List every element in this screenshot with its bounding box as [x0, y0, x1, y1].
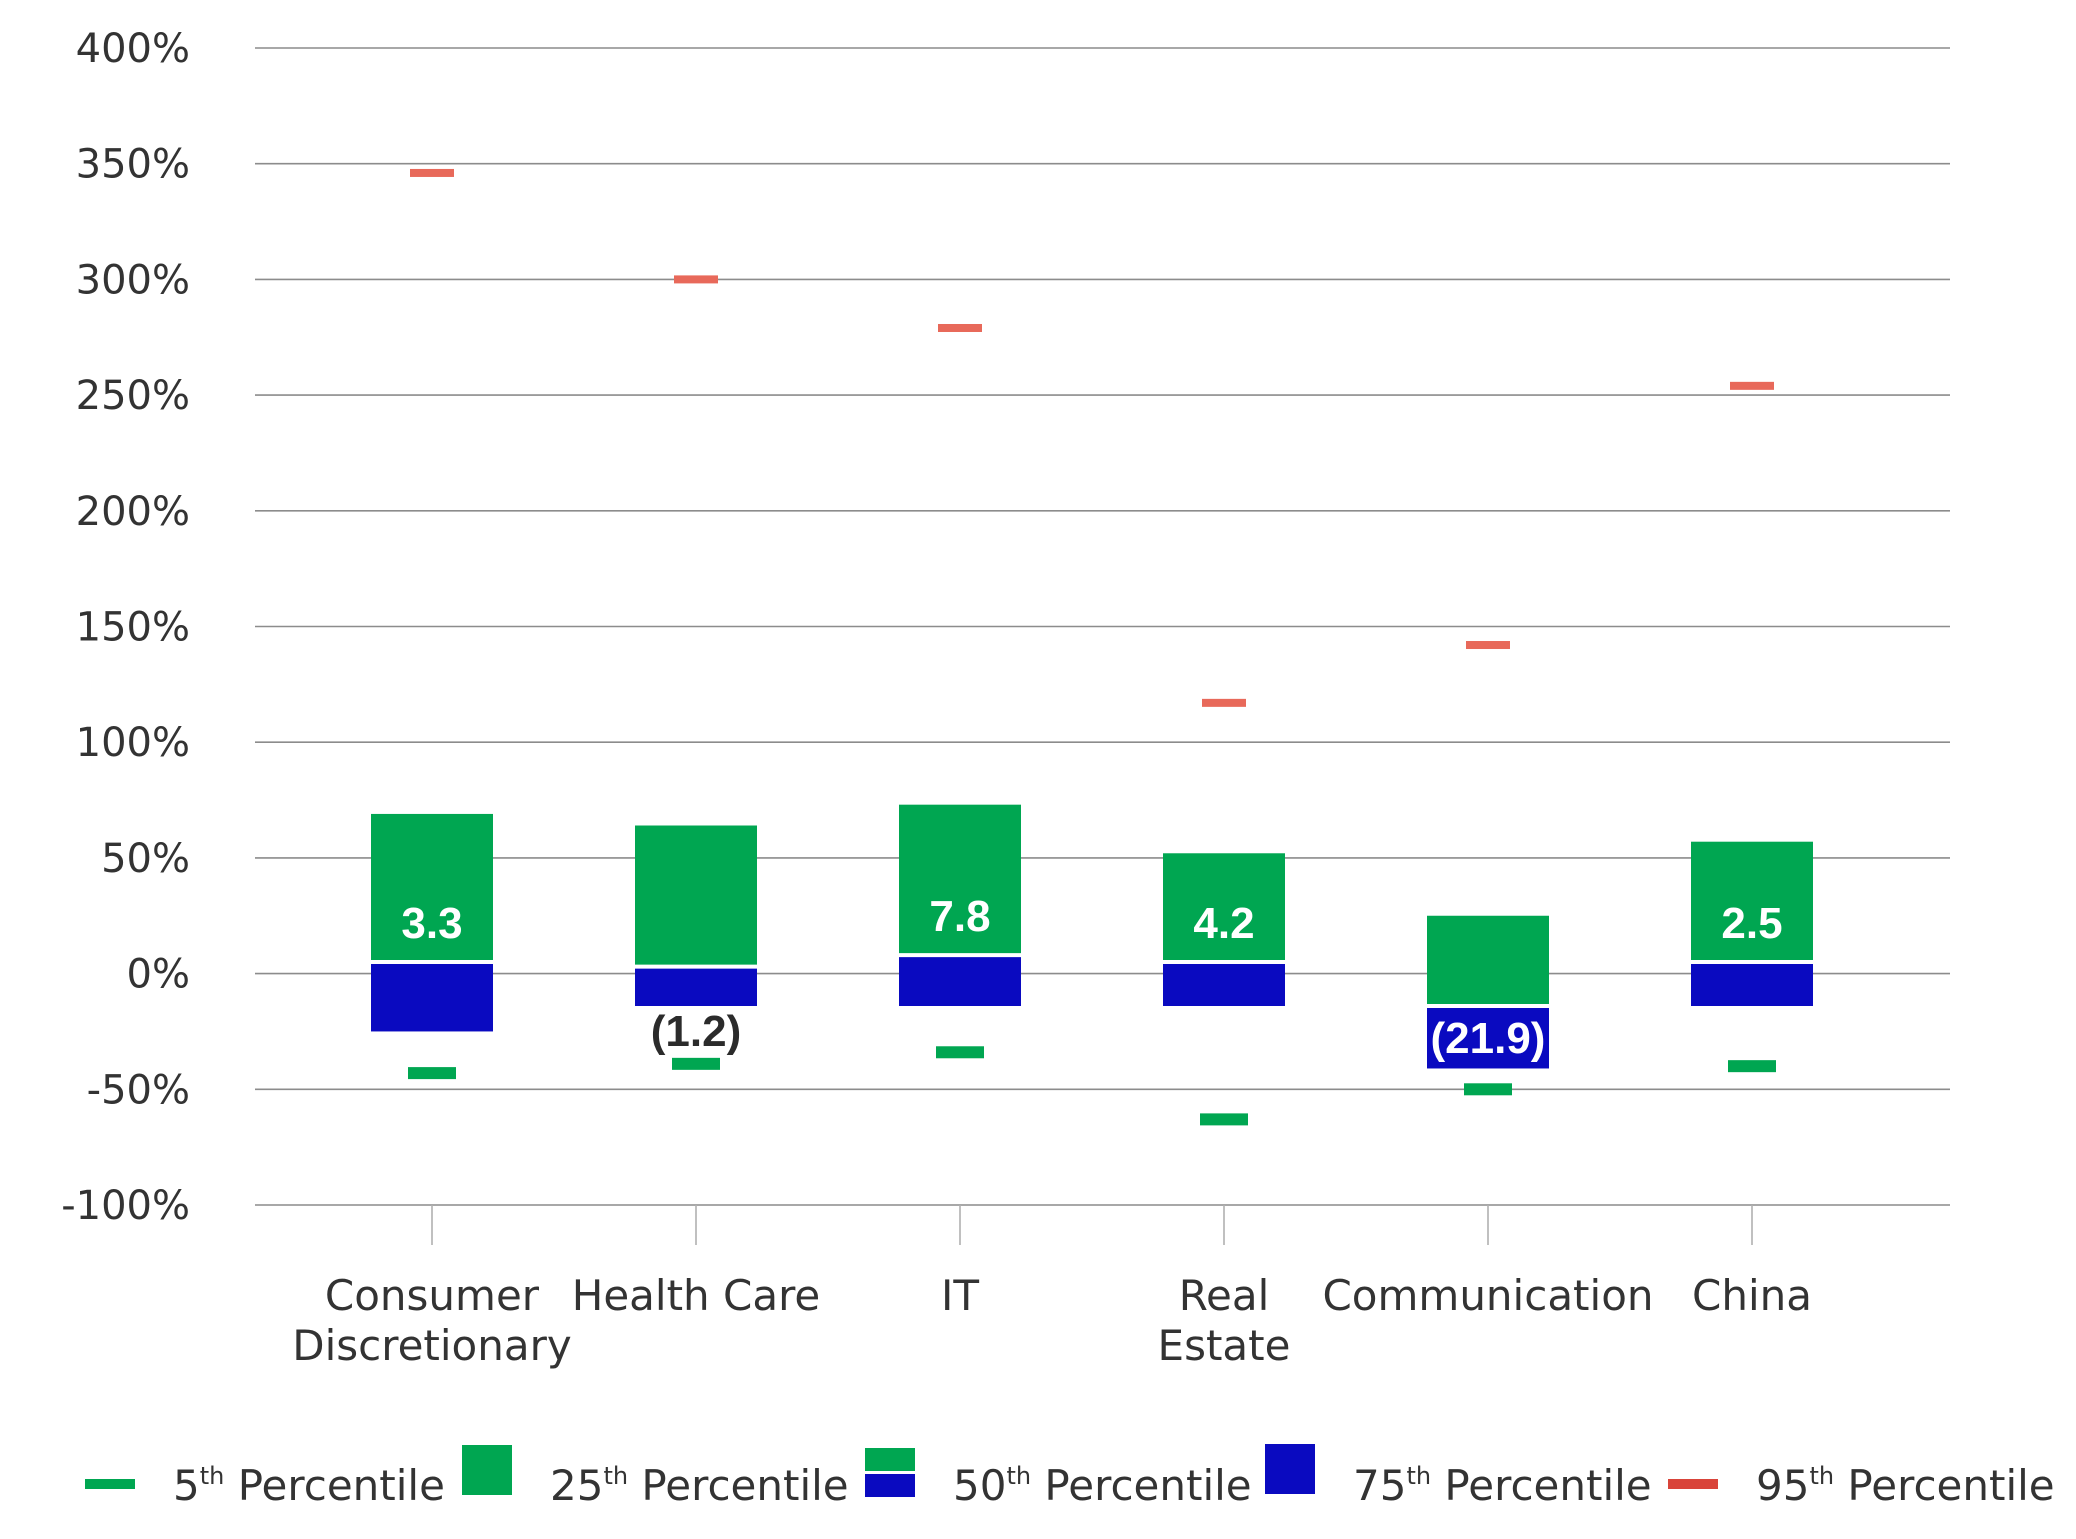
- y-tick-label: 0%: [127, 952, 190, 998]
- box-upper-segment: [1691, 841, 1813, 963]
- y-tick-label: 50%: [101, 836, 190, 882]
- legend-swatch-p95: [1668, 1479, 1718, 1489]
- category-label: China: [1692, 1271, 1812, 1320]
- legend-item-p25: 25th Percentile: [462, 1445, 849, 1510]
- p95-marker: [1466, 641, 1510, 650]
- box-upper-segment: [371, 813, 493, 963]
- legend-label-number: 25: [550, 1461, 603, 1510]
- box-lower-segment: [899, 955, 1021, 1006]
- legend-swatch-p5: [85, 1479, 135, 1489]
- y-tick-label: -100%: [61, 1183, 190, 1229]
- legend-label-number: 95: [1756, 1461, 1809, 1510]
- grid-layer: [255, 47, 1950, 1206]
- box-lower-segment: [371, 962, 493, 1032]
- legend-swatch-p75: [1265, 1444, 1315, 1494]
- box-lower-segment: [635, 966, 757, 1006]
- legend-item-p50: 50th Percentile: [865, 1448, 1252, 1510]
- y-tick-label: 400%: [76, 26, 190, 72]
- legend-label-text: Percentile: [224, 1461, 445, 1510]
- legend-item-p5: 5th Percentile: [85, 1461, 445, 1510]
- y-tick-label: -50%: [87, 1067, 190, 1113]
- legend-label-number: 75: [1353, 1461, 1406, 1510]
- x-axis-tick-marks: [431, 1205, 1753, 1245]
- category-label: Discretionary: [292, 1321, 571, 1370]
- box-upper-segment: [899, 804, 1021, 956]
- legend-label: 50th Percentile: [953, 1461, 1252, 1510]
- legend: 5th Percentile 25th Percentile 50th Percen…: [85, 1444, 2055, 1510]
- p5-marker: [1728, 1060, 1776, 1073]
- p95-marker: [1730, 381, 1774, 390]
- legend-label: 5th Percentile: [173, 1461, 445, 1510]
- p5-marker: [408, 1067, 456, 1080]
- legend-label-text: Percentile: [1431, 1461, 1652, 1510]
- legend-swatch-p50-top: [865, 1448, 915, 1471]
- box-upper-segment: [635, 825, 757, 967]
- p5-marker: [672, 1057, 720, 1070]
- category-label: Communication: [1322, 1271, 1653, 1320]
- box-lower-segment: [1691, 962, 1813, 1006]
- box-upper-segment: [1163, 853, 1285, 963]
- y-tick-label: 350%: [76, 142, 190, 188]
- box-upper-segment: [1427, 915, 1549, 1006]
- legend-label-sup: th: [1406, 1462, 1431, 1490]
- legend-label-sup: th: [1006, 1462, 1031, 1490]
- legend-label: 95th Percentile: [1756, 1461, 2055, 1510]
- p95-marker: [938, 323, 982, 332]
- legend-item-p95: 95th Percentile: [1668, 1461, 2055, 1510]
- legend-swatch-p25: [462, 1445, 512, 1495]
- data-label: 7.8: [929, 892, 990, 941]
- data-label: 4.2: [1193, 899, 1254, 948]
- legend-label-text: Percentile: [628, 1461, 849, 1510]
- y-axis-tick-labels: 400% 350% 300% 250% 200% 150% 100% 50% 0% -50% -10…: [61, 26, 190, 1229]
- y-tick-label: 150%: [76, 605, 190, 651]
- box-lower-segment: [1427, 1005, 1549, 1069]
- category-label: Health Care: [572, 1271, 821, 1320]
- legend-label-sup: th: [603, 1462, 628, 1490]
- data-label: (21.9): [1431, 1014, 1546, 1063]
- legend-label: 75th Percentile: [1353, 1461, 1652, 1510]
- legend-label-sup: th: [1809, 1462, 1834, 1490]
- legend-label: 25th Percentile: [550, 1461, 849, 1510]
- legend-label-sup: th: [200, 1462, 225, 1490]
- y-tick-label: 250%: [76, 373, 190, 419]
- data-label: 3.3: [401, 899, 462, 948]
- y-tick-label: 100%: [76, 720, 190, 766]
- legend-swatch-p50-bottom: [865, 1474, 915, 1497]
- p5-marker: [1200, 1113, 1248, 1126]
- category-label: Estate: [1158, 1321, 1291, 1370]
- category-label: IT: [941, 1271, 979, 1320]
- legend-label-number: 5: [173, 1461, 200, 1510]
- legend-label-text: Percentile: [1834, 1461, 2055, 1510]
- marker-layer: [408, 168, 1776, 1126]
- box-lower-segment: [1163, 962, 1285, 1006]
- data-label: (1.2): [651, 1007, 741, 1056]
- legend-label-number: 50: [953, 1461, 1006, 1510]
- y-tick-label: 300%: [76, 257, 190, 303]
- category-label: Real: [1179, 1271, 1270, 1320]
- y-tick-label: 200%: [76, 489, 190, 535]
- category-label: Consumer: [325, 1271, 540, 1320]
- data-label: 2.5: [1721, 899, 1782, 948]
- p95-marker: [1202, 698, 1246, 707]
- box-layer: [371, 804, 1813, 1069]
- legend-label-text: Percentile: [1031, 1461, 1252, 1510]
- p95-marker: [674, 275, 718, 284]
- p95-marker: [410, 168, 454, 177]
- p5-marker: [936, 1046, 984, 1059]
- data-label-layer: 3.3 (1.2) 7.8 4.2 (21.9) 2.5: [401, 892, 1782, 1063]
- legend-item-p75: 75th Percentile: [1265, 1444, 1652, 1510]
- p5-marker: [1464, 1083, 1512, 1096]
